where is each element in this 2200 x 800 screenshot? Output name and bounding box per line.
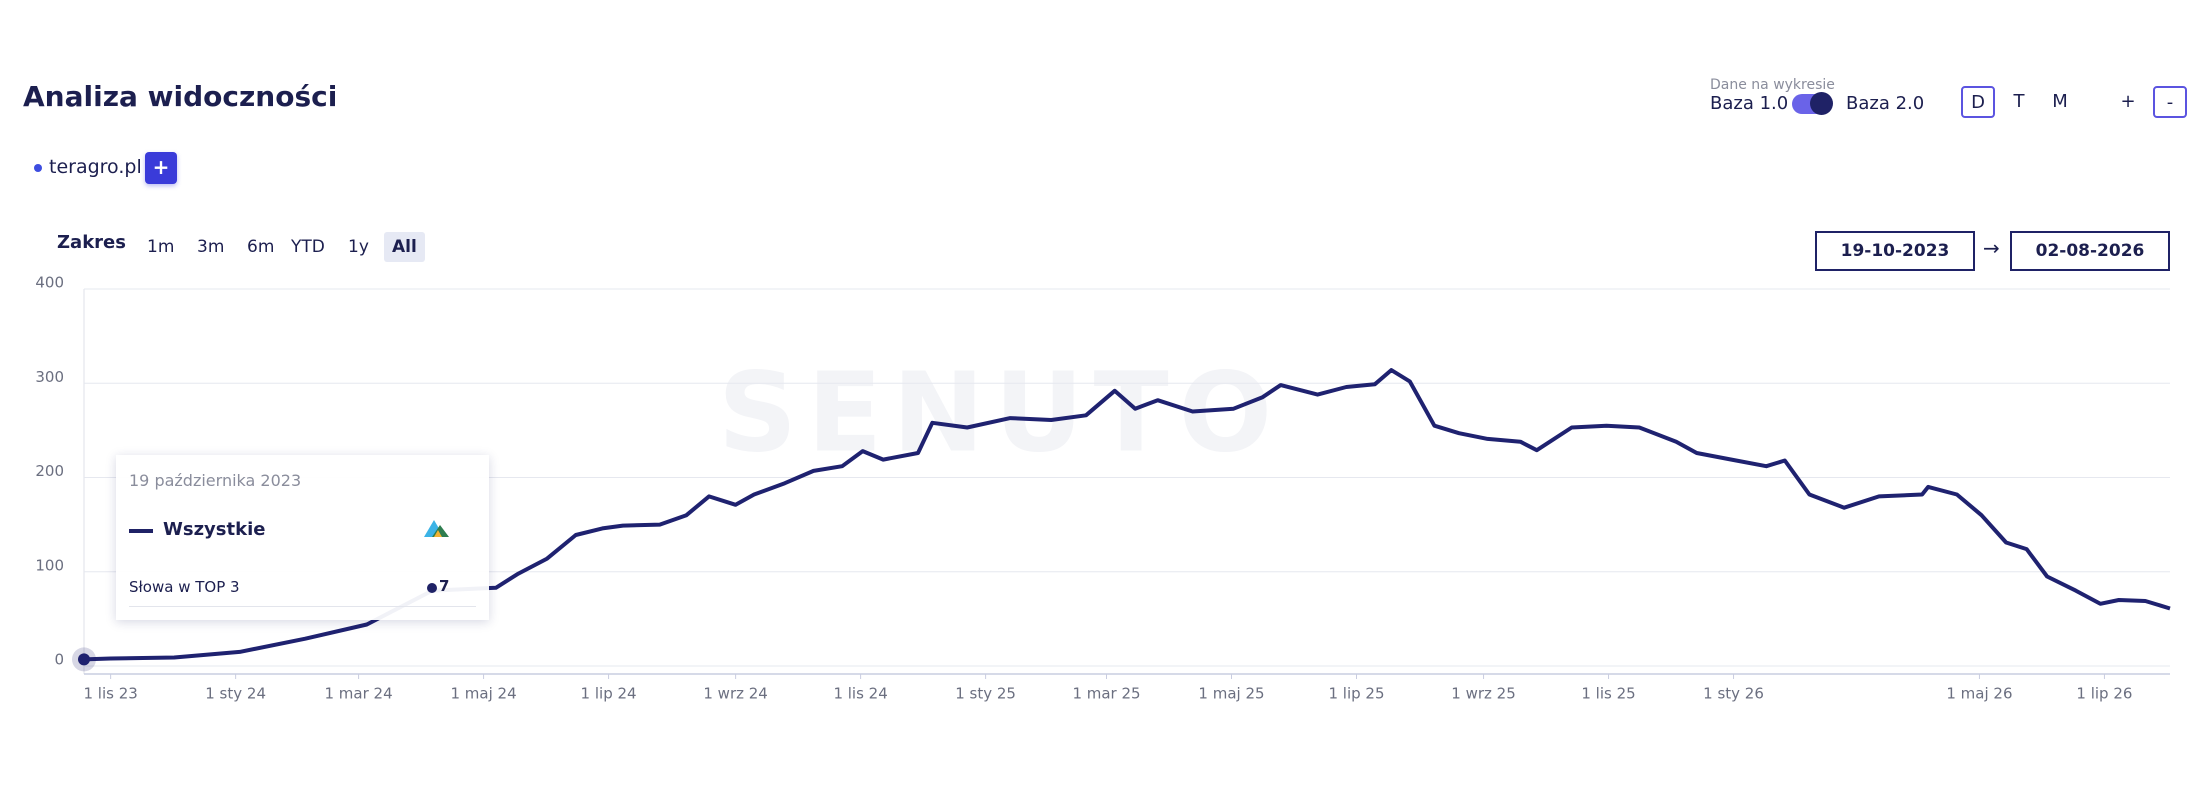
range-button[interactable]: 6m xyxy=(247,237,275,257)
base-toggle[interactable] xyxy=(1792,92,1833,115)
y-tick-label: 200 xyxy=(35,462,64,480)
tooltip-date: 19 października 2023 xyxy=(129,471,302,490)
x-tick-label: 1 lis 25 xyxy=(1581,685,1635,703)
y-tick-label: 400 xyxy=(35,274,64,292)
date-from[interactable]: 19-10-2023 xyxy=(1815,231,1975,271)
x-tick-label: 1 lip 24 xyxy=(581,685,637,703)
tooltip-series-swatch xyxy=(129,529,153,533)
granularity-button[interactable]: D xyxy=(1961,86,1995,118)
tooltip-icon xyxy=(424,520,449,537)
y-tick-label: 100 xyxy=(35,556,64,574)
data-caption: Dane na wykresie xyxy=(1710,77,1835,93)
x-tick-label: 1 sty 26 xyxy=(1703,685,1764,703)
zoom-out-button[interactable]: - xyxy=(2153,86,2187,118)
watermark: SENUTO xyxy=(718,348,1282,476)
date-arrow: → xyxy=(1983,236,2000,260)
x-tick-label: 1 maj 25 xyxy=(1198,685,1264,703)
x-tick-label: 1 maj 24 xyxy=(451,685,517,703)
range-button[interactable]: All xyxy=(384,232,425,262)
y-tick-label: 0 xyxy=(54,651,64,669)
range-button[interactable]: 3m xyxy=(197,237,225,257)
tooltip-metric: Słowa w TOP 3 xyxy=(129,578,240,596)
granularity-button[interactable]: T xyxy=(2013,91,2025,112)
tooltip-dot xyxy=(427,583,437,593)
y-tick-label: 300 xyxy=(35,368,64,386)
tooltip-value: 7 xyxy=(439,577,450,595)
base-left-label: Baza 1.0 xyxy=(1710,93,1789,114)
range-label: Zakres xyxy=(57,232,126,253)
x-tick-label: 1 sty 25 xyxy=(955,685,1016,703)
x-tick-label: 1 mar 25 xyxy=(1072,685,1140,703)
granularity-button[interactable]: M xyxy=(2052,91,2068,112)
x-tick-label: 1 lip 26 xyxy=(2076,685,2132,703)
base-right-label: Baza 2.0 xyxy=(1846,93,1925,114)
page-title: Analiza widoczności xyxy=(23,80,338,113)
x-tick-label: 1 mar 24 xyxy=(325,685,393,703)
zoom-in-button[interactable]: + xyxy=(2120,91,2136,112)
hover-point xyxy=(78,653,90,666)
domain-chip[interactable]: teragro.pl xyxy=(49,156,142,178)
range-button[interactable]: 1y xyxy=(348,237,369,257)
x-tick-label: 1 lis 24 xyxy=(833,685,887,703)
x-tick-label: 1 maj 26 xyxy=(1946,685,2012,703)
tooltip: 19 października 2023 Wszystkie Słowa w T… xyxy=(116,455,489,620)
tooltip-divider xyxy=(129,606,476,607)
add-domain-button[interactable]: + xyxy=(145,152,177,184)
series-line xyxy=(83,368,2171,662)
x-tick-label: 1 lis 23 xyxy=(83,685,137,703)
x-tick-label: 1 wrz 25 xyxy=(1451,685,1515,703)
range-button[interactable]: YTD xyxy=(291,237,325,257)
x-tick-label: 1 lip 25 xyxy=(1328,685,1384,703)
tooltip-series-name: Wszystkie xyxy=(163,519,266,540)
x-tick-label: 1 wrz 24 xyxy=(703,685,767,703)
range-button[interactable]: 1m xyxy=(147,237,175,257)
date-to[interactable]: 02-08-2026 xyxy=(2010,231,2170,271)
domain-dot xyxy=(34,164,42,172)
x-tick-label: 1 sty 24 xyxy=(205,685,266,703)
